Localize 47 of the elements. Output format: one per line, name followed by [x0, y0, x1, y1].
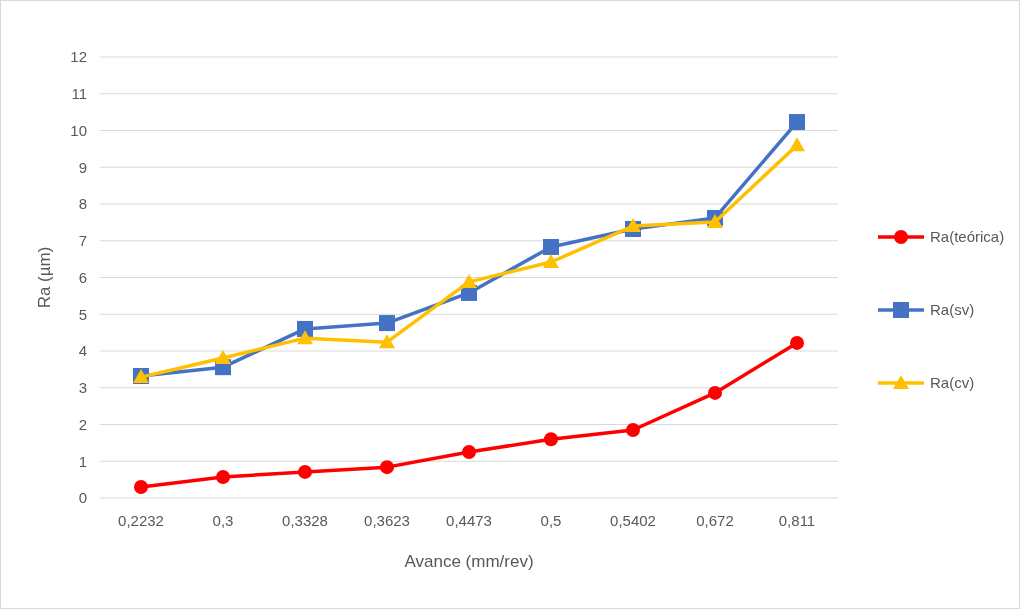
y-tick-label: 12 [70, 48, 87, 66]
point [708, 385, 722, 400]
point [707, 214, 723, 229]
point [379, 315, 395, 332]
point [789, 114, 805, 131]
point [215, 349, 231, 364]
x-tick-label: 0,5402 [610, 512, 656, 529]
x-tick-label: 0,3328 [282, 512, 328, 529]
y-tick-label: 4 [78, 342, 87, 360]
point [298, 464, 312, 479]
point [461, 273, 477, 288]
point [297, 330, 313, 345]
point [625, 218, 641, 233]
y-tick-label: 10 [70, 121, 87, 139]
x-tick-label: 0,672 [696, 512, 734, 529]
point [462, 445, 476, 460]
x-tick-label: 0,3 [212, 512, 234, 529]
x-axis-title: Avance (mm/rev) [404, 552, 534, 571]
y-tick-label: 1 [78, 452, 87, 470]
y-tick-label: 8 [78, 195, 87, 213]
y-tick-label: 3 [78, 379, 87, 396]
point [543, 254, 559, 269]
x-tick-label: 0,5 [540, 512, 562, 529]
point [134, 479, 148, 494]
y-tick-label: 5 [78, 305, 87, 323]
legend-label: Ra(cv) [930, 374, 975, 392]
point [790, 335, 804, 350]
x-tick-label: 0,811 [778, 512, 816, 529]
point [626, 423, 640, 438]
point [789, 137, 805, 152]
y-tick-label: 7 [78, 232, 87, 249]
point [544, 432, 558, 447]
y-tick-label: 6 [78, 268, 87, 286]
x-tick-label: 0,4473 [446, 512, 492, 529]
y-tick-label: 11 [71, 85, 87, 102]
y-tick-label: 9 [78, 158, 87, 176]
point [543, 239, 559, 255]
x-tick-label: 0,3623 [364, 512, 410, 529]
point [380, 460, 394, 475]
legend-label: Ra(sv) [930, 301, 975, 319]
point [216, 470, 230, 485]
y-tick-label: 2 [78, 415, 87, 433]
y-axis-title: Ra (µm) [35, 246, 54, 309]
x-tick-label: 0,2232 [118, 512, 164, 529]
point [379, 334, 395, 349]
y-tick-label: 0 [78, 489, 87, 507]
legend-label: Ra(teórica) [930, 228, 1005, 246]
